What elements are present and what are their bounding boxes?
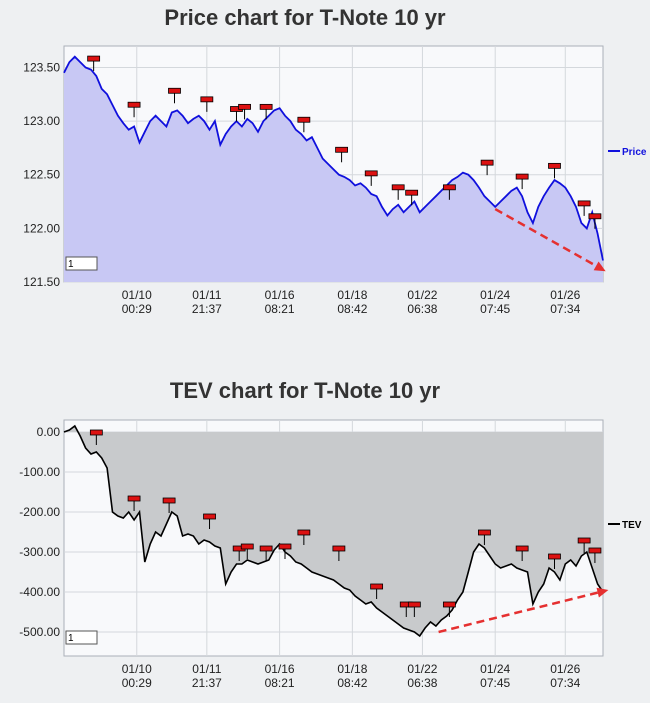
price-flag-marker	[480, 159, 494, 176]
tev-xtick-date: 01/22	[407, 662, 437, 676]
price-xtick-date: 01/22	[407, 288, 437, 302]
price-xtick-time: 07:45	[480, 302, 510, 316]
price-xtick-time: 08:42	[337, 302, 367, 316]
price-ytick-label: 121.50	[23, 275, 60, 289]
tev-legend-label: TEV	[622, 520, 642, 531]
price-flag-marker	[442, 184, 456, 200]
tev-series-line	[63, 424, 604, 638]
tev-flag-marker	[127, 495, 141, 511]
price-xtick-date: 01/11	[192, 288, 221, 302]
tev-flag-marker	[240, 543, 254, 559]
tev-xtick-time: 08:21	[265, 676, 295, 690]
price-xtick-date: 01/16	[265, 288, 295, 302]
price-xtick-time: 07:34	[550, 302, 580, 316]
price-flag-marker	[297, 116, 311, 133]
tev-ytick-label: 0.00	[37, 425, 61, 439]
price-xtick-date: 01/24	[480, 288, 510, 302]
tev-xtick-time: 07:34	[550, 676, 580, 690]
tev-xtick-date: 01/16	[265, 662, 295, 676]
price-trend-arrow	[494, 207, 597, 267]
price-ytick-label: 123.00	[23, 114, 60, 128]
tev-flag-marker	[548, 553, 561, 569]
price-xtick-date: 01/10	[122, 288, 152, 302]
price-legend-label: Price	[622, 147, 647, 158]
price-xtick-time: 06:38	[407, 302, 437, 316]
tev-xtick-time: 21:37	[192, 676, 222, 690]
tev-flag-marker	[515, 545, 529, 561]
price-flag-marker	[405, 189, 419, 206]
price-xtick-time: 00:29	[122, 302, 152, 316]
price-input-box-label: 1	[68, 259, 74, 270]
tev-flag-marker	[162, 497, 176, 513]
price-ytick-label: 123.50	[23, 60, 60, 74]
price-flag-marker	[364, 170, 378, 186]
price-flag-marker	[127, 101, 141, 118]
price-flag-marker	[515, 173, 529, 190]
tev-flag-marker	[442, 601, 456, 617]
tev-trend-arrowhead	[596, 587, 609, 598]
tev-flag-marker	[89, 429, 103, 445]
tev-flag-marker	[478, 529, 491, 545]
tev-ytick-label: -300.00	[19, 545, 60, 559]
tev-chart-title: TEV chart for T-Note 10 yr	[170, 378, 441, 403]
price-flag-marker	[259, 103, 273, 120]
price-flag-marker	[577, 200, 591, 216]
tev-flag-marker	[588, 547, 602, 563]
tev-flag-marker	[278, 543, 292, 559]
tev-flag-marker	[203, 513, 216, 529]
tev-area-fill	[64, 426, 603, 636]
tev-chart: TEV chart for T-Note 10 yr 0.00 -100.00 -2…	[19, 378, 641, 690]
price-trend-arrowhead	[593, 261, 606, 272]
price-flag-marker	[200, 96, 214, 112]
tev-xtick-date: 01/10	[122, 662, 152, 676]
tev-xtick-date: 01/24	[480, 662, 510, 676]
tev-xtick-time: 06:38	[407, 676, 437, 690]
tev-input-box[interactable]	[65, 630, 98, 645]
price-flag-marker	[335, 146, 348, 163]
price-flag-marker	[87, 55, 101, 72]
price-area-fill	[64, 56, 603, 283]
price-flag-marker	[238, 103, 251, 120]
tev-ytick-label: -400.00	[19, 585, 60, 599]
price-xtick-date: 01/26	[550, 288, 580, 302]
price-xtick-time: 21:37	[192, 302, 222, 316]
price-xtick-time: 08:21	[265, 302, 295, 316]
price-flag-marker	[168, 87, 181, 104]
tev-flag-marker	[332, 545, 346, 561]
tev-flag-marker	[370, 583, 384, 599]
price-flag-marker	[588, 213, 602, 229]
price-ytick-label: 122.00	[23, 221, 60, 235]
tev-input-box-label: 1	[68, 633, 74, 644]
price-chart-title: Price chart for T-Note 10 yr	[164, 5, 446, 30]
tev-flag-marker	[259, 545, 273, 561]
tev-xtick-time: 08:42	[337, 676, 367, 690]
price-ytick-label: 122.50	[23, 168, 60, 182]
tev-xtick-time: 00:29	[122, 676, 152, 690]
tev-xtick-time: 07:45	[480, 676, 510, 690]
tev-ytick-label: -200.00	[19, 505, 60, 519]
tev-ytick-label: -100.00	[19, 465, 60, 479]
price-chart: Price chart for T-Note 10 yr 123.50 123.0…	[23, 5, 647, 316]
tev-xtick-date: 01/18	[337, 662, 367, 676]
price-xtick-date: 01/18	[337, 288, 367, 302]
tev-trend-arrow	[438, 591, 599, 634]
tev-xtick-date: 01/26	[550, 662, 580, 676]
price-flag-marker	[391, 184, 405, 200]
tev-flag-marker	[297, 529, 311, 545]
tev-xtick-date: 01/11	[192, 662, 221, 676]
price-series-line	[63, 55, 604, 261]
price-flag-marker	[548, 162, 561, 179]
tev-ytick-label: -500.00	[19, 625, 60, 639]
tev-flag-marker	[407, 601, 421, 617]
price-input-box[interactable]	[65, 256, 98, 271]
tev-flag-marker	[577, 537, 591, 553]
